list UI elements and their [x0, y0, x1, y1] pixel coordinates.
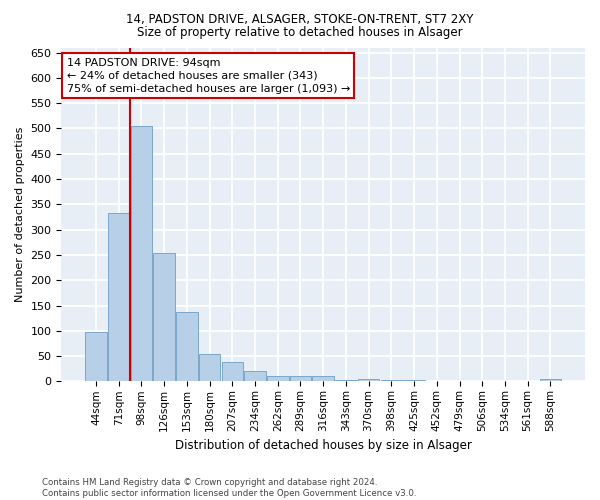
- Bar: [199, 354, 220, 382]
- Bar: [380, 380, 402, 382]
- Bar: [267, 376, 289, 382]
- Bar: [313, 376, 334, 382]
- Text: Size of property relative to detached houses in Alsager: Size of property relative to detached ho…: [137, 26, 463, 39]
- Bar: [244, 372, 266, 382]
- Bar: [85, 332, 107, 382]
- Bar: [539, 379, 561, 382]
- Bar: [176, 312, 197, 382]
- Bar: [290, 376, 311, 382]
- Bar: [131, 126, 152, 382]
- Bar: [108, 213, 130, 382]
- Text: Contains HM Land Registry data © Crown copyright and database right 2024.
Contai: Contains HM Land Registry data © Crown c…: [42, 478, 416, 498]
- Bar: [403, 380, 425, 382]
- Text: 14 PADSTON DRIVE: 94sqm
← 24% of detached houses are smaller (343)
75% of semi-d: 14 PADSTON DRIVE: 94sqm ← 24% of detache…: [67, 58, 350, 94]
- Bar: [221, 362, 243, 382]
- Bar: [358, 379, 379, 382]
- Bar: [154, 253, 175, 382]
- X-axis label: Distribution of detached houses by size in Alsager: Distribution of detached houses by size …: [175, 440, 472, 452]
- Text: 14, PADSTON DRIVE, ALSAGER, STOKE-ON-TRENT, ST7 2XY: 14, PADSTON DRIVE, ALSAGER, STOKE-ON-TRE…: [127, 12, 473, 26]
- Y-axis label: Number of detached properties: Number of detached properties: [15, 127, 25, 302]
- Bar: [335, 380, 357, 382]
